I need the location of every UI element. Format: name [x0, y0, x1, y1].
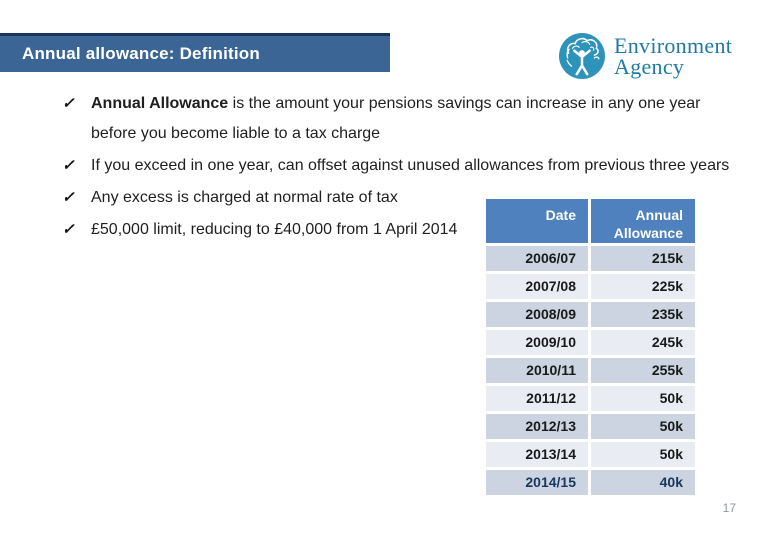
allowance-table-header: Date Annual Allowance — [486, 199, 695, 243]
allowance-cell: 50k — [591, 414, 695, 439]
check-icon: ✓ — [62, 157, 75, 174]
date-column-header: Date — [486, 199, 588, 243]
table-row: 2010/11 255k — [486, 358, 695, 383]
date-cell: 2007/08 — [486, 274, 588, 299]
table-row-final: 2014/15 40k — [486, 470, 695, 495]
table-row: 2013/14 50k — [486, 442, 695, 467]
allowance-cell: 50k — [591, 442, 695, 467]
allowance-cell: 235k — [591, 302, 695, 327]
bullet-list: ✓ Annual Allowance is the amount your pe… — [62, 89, 768, 247]
date-cell: 2006/07 — [486, 246, 588, 271]
allowance-table: Date Annual Allowance 2006/07 215k 2007/… — [483, 196, 698, 498]
date-cell: 2010/11 — [486, 358, 588, 383]
bullet-text: If you exceed in one year, can offset ag… — [91, 151, 729, 181]
check-icon: ✓ — [62, 95, 75, 112]
check-icon: ✓ — [62, 189, 75, 206]
date-cell: 2014/15 — [486, 470, 588, 495]
bullet-item: ✓ Annual Allowance is the amount your pe… — [62, 89, 768, 149]
environment-agency-wordmark: Environment Agency — [614, 33, 733, 79]
date-cell: 2012/13 — [486, 414, 588, 439]
date-cell: 2013/14 — [486, 442, 588, 467]
environment-agency-icon — [559, 33, 605, 79]
bullet-text: Any excess is charged at normal rate of … — [91, 183, 398, 213]
bullet-item: ✓ £50,000 limit, reducing to £40,000 fro… — [62, 215, 768, 245]
allowance-cell: 245k — [591, 330, 695, 355]
check-icon: ✓ — [62, 221, 75, 238]
table-row: 2011/12 50k — [486, 386, 695, 411]
table-row: 2006/07 215k — [486, 246, 695, 271]
allowance-cell: 225k — [591, 274, 695, 299]
bullet-body: £50,000 limit, reducing to £40,000 from … — [91, 221, 458, 238]
date-cell: 2008/09 — [486, 302, 588, 327]
page-number: 17 — [722, 501, 736, 515]
bullet-body: is the amount your pensions savings can … — [91, 95, 701, 142]
date-cell: 2009/10 — [486, 330, 588, 355]
table-row: 2012/13 50k — [486, 414, 695, 439]
bullet-item: ✓ Any excess is charged at normal rate o… — [62, 183, 768, 213]
table-row: 2008/09 235k — [486, 302, 695, 327]
allowance-cell: 215k — [591, 246, 695, 271]
table-row: 2007/08 225k — [486, 274, 695, 299]
title-bar: Annual allowance: Definition — [0, 33, 390, 72]
bullet-body: If you exceed in one year, can offset ag… — [91, 157, 730, 174]
date-cell: 2011/12 — [486, 386, 588, 411]
allowance-cell: 40k — [591, 470, 695, 495]
bullet-lead: Annual Allowance — [91, 95, 229, 112]
bullet-item: ✓ If you exceed in one year, can offset … — [62, 151, 768, 181]
allowance-column-header: Annual Allowance — [591, 199, 695, 243]
bullet-text: Annual Allowance is the amount your pens… — [91, 89, 700, 149]
slide-title: Annual allowance: Definition — [22, 44, 260, 63]
allowance-cell: 50k — [591, 386, 695, 411]
allowance-table-body: 2006/07 215k 2007/08 225k 2008/09 235k 2… — [486, 246, 695, 495]
allowance-cell: 255k — [591, 358, 695, 383]
header-row: Date Annual Allowance — [486, 199, 695, 243]
environment-agency-logo: Environment Agency — [559, 33, 732, 79]
table-row: 2009/10 245k — [486, 330, 695, 355]
bullet-text: £50,000 limit, reducing to £40,000 from … — [91, 215, 457, 245]
bullet-body: Any excess is charged at normal rate of … — [91, 189, 398, 206]
